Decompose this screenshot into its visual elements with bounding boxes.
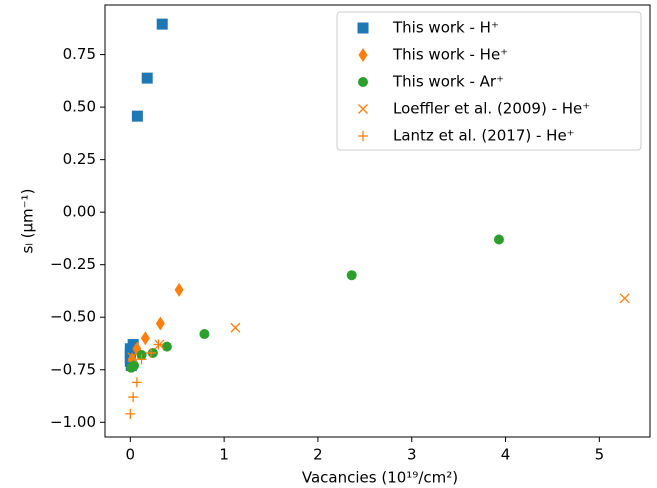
x-tick-label: 4 <box>501 446 511 464</box>
marker-x <box>358 104 368 114</box>
marker-x <box>619 293 630 304</box>
marker-square <box>156 18 168 30</box>
marker-diamond <box>358 48 368 62</box>
y-tick-label: −0.25 <box>50 255 96 273</box>
marker-plus <box>145 347 156 358</box>
legend-box <box>336 11 642 151</box>
x-tick-label: 0 <box>126 446 136 464</box>
x-tick-label: 5 <box>595 446 605 464</box>
y-axis-label: sₗ (μm⁻¹) <box>19 189 37 254</box>
marker-circle <box>346 270 357 281</box>
x-tick-label: 3 <box>407 446 417 464</box>
legend-label: This work - He⁺ <box>392 46 508 64</box>
legend-label: Loeffler et al. (2009) - He⁺ <box>393 100 590 118</box>
x-tick-label: 1 <box>219 446 229 464</box>
marker-circle <box>126 362 137 373</box>
x-axis-label: Vacancies (10¹⁹/cm²) <box>302 469 458 487</box>
marker-diamond <box>174 282 184 297</box>
marker-square <box>131 110 143 122</box>
y-tick-label: −0.50 <box>50 308 96 326</box>
y-tick-label: 0.50 <box>63 98 96 116</box>
marker-diamond <box>155 316 165 331</box>
marker-plus <box>153 339 164 350</box>
marker-circle <box>358 77 368 87</box>
y-tick-label: 0.00 <box>63 203 96 221</box>
marker-x <box>127 352 138 363</box>
marker-plus <box>358 131 368 141</box>
marker-circle <box>493 234 504 245</box>
y-tick-label: −1.00 <box>50 413 96 431</box>
plot-frame <box>104 4 651 438</box>
x-tick-label: 2 <box>313 446 323 464</box>
marker-circle <box>161 341 172 352</box>
marker-plus <box>136 354 147 365</box>
marker-x <box>230 322 241 333</box>
marker-plus <box>125 408 136 419</box>
y-tick-label: −0.75 <box>50 360 96 378</box>
marker-square <box>357 22 369 34</box>
legend-label: This work - H⁺ <box>392 19 499 37</box>
legend-label: Lantz et al. (2017) - He⁺ <box>393 127 575 145</box>
marker-diamond <box>140 331 150 346</box>
marker-square <box>141 72 153 84</box>
legend-label: This work - Ar⁺ <box>392 73 504 91</box>
marker-plus <box>128 392 139 403</box>
marker-plus <box>131 377 142 388</box>
y-tick-label: 0.25 <box>63 150 96 168</box>
marker-circle <box>199 329 210 340</box>
y-tick-label: 0.75 <box>63 45 96 63</box>
